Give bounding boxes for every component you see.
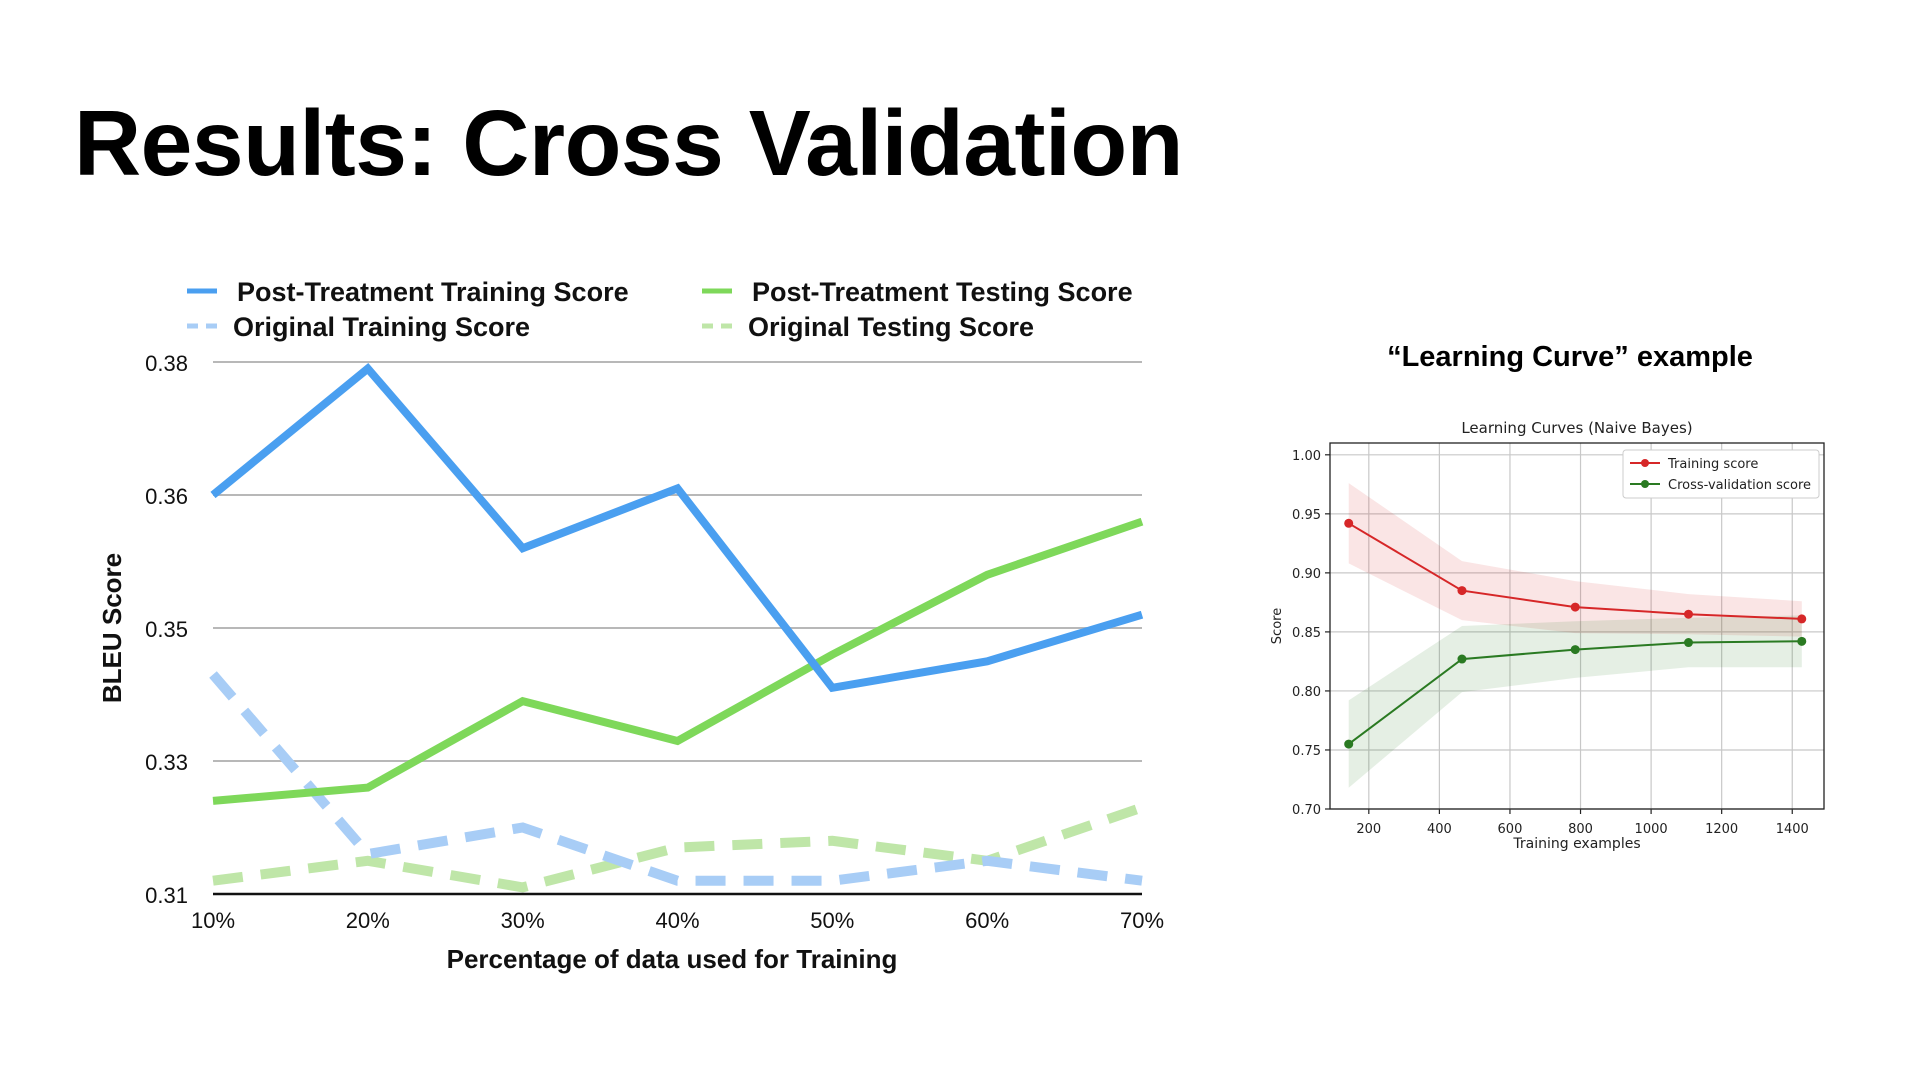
slide-title: Results: Cross Validation: [74, 91, 1183, 195]
bleu-grid: [213, 361, 1142, 896]
bleu-y-axis-label: BLEU Score: [97, 553, 127, 703]
bleu-legend-label: Original Training Score: [233, 312, 530, 342]
bleu-x-tick-label: 60%: [965, 908, 1009, 933]
bleu-y-tick-label: 0.38: [145, 351, 188, 376]
bleu-y-tick-label: 0.33: [145, 750, 188, 775]
bleu-series-post-treatment-training-score: [210, 363, 1144, 693]
bleu-x-tick-label: 50%: [810, 908, 854, 933]
bleu-x-tick-label: 10%: [191, 908, 235, 933]
bleu-legend-label: Post-Treatment Training Score: [237, 277, 629, 307]
bleu-y-tick-labels: 0.31 0.33 0.35 0.36 0.38: [145, 351, 188, 908]
bleu-x-tick-label: 70%: [1120, 908, 1164, 933]
bleu-y-tick-label: 0.36: [145, 484, 188, 509]
learning-curve-caption: “Learning Curve” example: [1387, 341, 1753, 373]
bleu-x-tick-label: 30%: [501, 908, 545, 933]
bleu-x-tick-label: 20%: [346, 908, 390, 933]
bleu-series-lines: [209, 363, 1144, 893]
bleu-y-tick-label: 0.31: [145, 883, 188, 908]
bleu-series-original-training-score: [209, 671, 1143, 886]
bleu-x-axis-label: Percentage of data used for Training: [447, 944, 898, 974]
bleu-legend-label: Original Testing Score: [748, 312, 1034, 342]
bleu-legend: Post-Treatment Training Score Post-Treatm…: [187, 277, 1133, 342]
bleu-series-post-treatment-testing-score: [212, 517, 1144, 805]
bleu-y-tick-label: 0.35: [145, 617, 188, 642]
bleu-legend-label: Post-Treatment Testing Score: [752, 277, 1133, 307]
bleu-x-tick-label: 40%: [655, 908, 699, 933]
bleu-x-tick-labels: 10% 20% 30% 40% 50% 60% 70%: [191, 908, 1164, 933]
